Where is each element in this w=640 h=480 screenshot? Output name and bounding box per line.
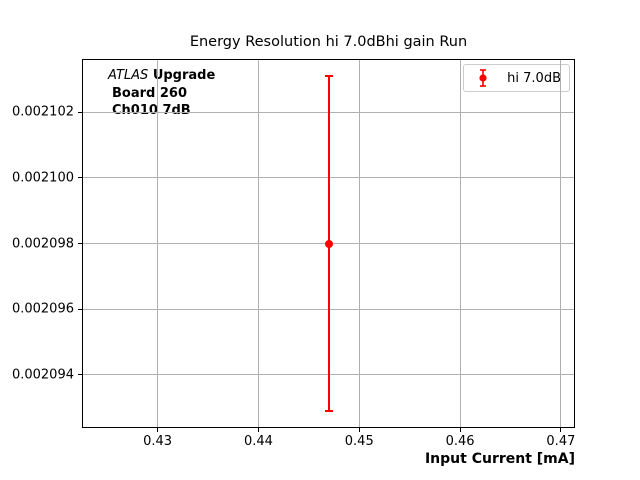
data-point-marker [325,239,333,248]
errorbar-cap-top [325,75,333,78]
chart-title: Energy Resolution hi 7.0dBhi gain Run [189,34,468,50]
y-tick-label: 0.002098 [11,236,74,251]
annotation-experiment-label: ATLAS [108,68,149,83]
x-tick-mark [257,428,259,432]
y-tick-mark [78,111,82,113]
plot-annotation: ATLAS Upgrade Board 260 Ch010 7dB [108,67,215,120]
y-tick-mark [78,374,82,376]
x-tick-mark [157,428,159,432]
y-tick-label: 0.002094 [11,367,74,383]
legend-label: hi 7.0dB [507,70,561,86]
x-tick-mark [560,428,562,432]
plot-area: ATLAS Upgrade Board 260 Ch010 7dB hi 7.0… [12,59,575,449]
annotation-line-2: Board 260 [112,85,187,101]
annotation-upgrade-label: Upgrade [152,68,216,83]
legend: hi 7.0dB [463,64,570,92]
x-tick-label: 0.45 [344,434,374,449]
x-tick-label: 0.47 [546,434,576,449]
y-tick-label: 0.002102 [11,104,74,120]
y-tick-label: 0.002096 [11,301,74,317]
errorbar-marker-icon [479,69,487,87]
y-tick-mark [78,308,82,310]
x-tick-mark [358,428,360,432]
y-tick-mark [78,243,82,244]
x-tick-label: 0.43 [143,434,173,449]
x-tick-label: 0.44 [243,434,273,449]
y-tick-mark [78,177,82,179]
y-tick-label: 0.002100 [11,170,74,186]
annotation-line-1: ATLAS Upgrade [108,67,215,85]
x-axis-label: Input Current [mA] [424,451,575,467]
x-tick-mark [459,428,461,432]
annotation-line-3: Ch010 7dB [112,103,191,118]
errorbar-cap-bottom [325,409,333,412]
x-tick-label: 0.46 [445,434,475,449]
